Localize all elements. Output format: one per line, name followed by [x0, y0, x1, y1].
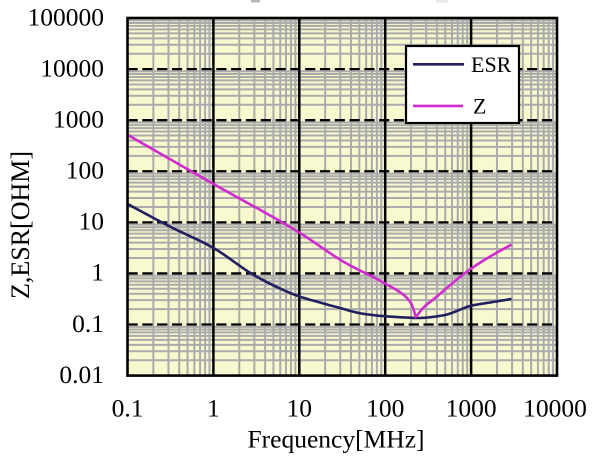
svg-text:1000: 1000	[446, 394, 497, 423]
svg-text:10000: 10000	[523, 394, 587, 423]
svg-text:1: 1	[91, 258, 104, 287]
svg-text:Z: Z	[473, 93, 486, 118]
svg-text:10: 10	[79, 207, 105, 236]
svg-text:100000: 100000	[28, 2, 105, 31]
svg-text:10000: 10000	[40, 53, 104, 82]
svg-text:100: 100	[366, 394, 404, 423]
svg-text:1: 1	[207, 394, 220, 423]
svg-text:0.01: 0.01	[59, 360, 104, 389]
svg-text:10: 10	[287, 394, 313, 423]
svg-text:ESR: ESR	[471, 52, 512, 77]
svg-text:100: 100	[66, 156, 104, 185]
svg-text:1000: 1000	[53, 105, 104, 134]
svg-text:Frequency[MHz]: Frequency[MHz]	[247, 425, 424, 454]
svg-text:0.1: 0.1	[112, 394, 144, 423]
svg-text:0.1: 0.1	[72, 309, 104, 338]
svg-text:Z,ESR[OHM]: Z,ESR[OHM]	[6, 151, 35, 299]
